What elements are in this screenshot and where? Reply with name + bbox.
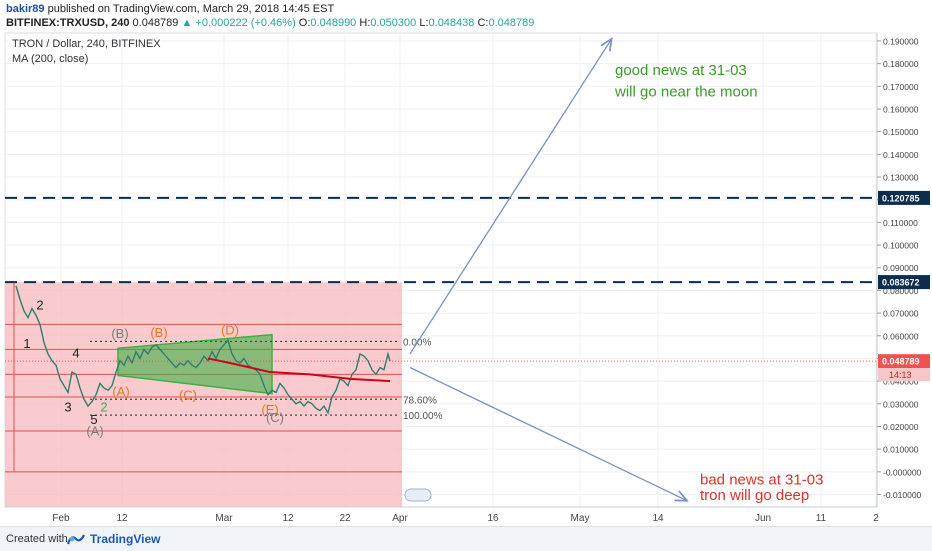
y-tick-label: 0.170000 [883, 82, 919, 92]
wave-label: (A) [112, 384, 129, 399]
y-tick-label: -0.000000 [883, 467, 922, 477]
wave-label: 2 [100, 400, 107, 415]
y-tick-label: 0.150000 [883, 127, 919, 137]
symbol-label: BITFINEX:TRXUSD, 240 [6, 17, 130, 29]
ma-series [207, 357, 391, 383]
y-tick-label: 0.020000 [883, 422, 919, 432]
annotation-text: tron will go deep [700, 487, 809, 504]
x-tick-label: Mar [215, 513, 233, 524]
price-series [15, 285, 391, 415]
low-value: 0.048438 [428, 17, 475, 29]
up-arrow [409, 40, 611, 355]
y-tick-label: 0.130000 [883, 173, 919, 183]
annotation-text: good news at 31-03 [615, 62, 747, 79]
wave-label: (C) [179, 387, 197, 402]
wave-label: (A) [86, 424, 103, 439]
wave-label: (C) [266, 410, 284, 425]
y-tick-label: 0.100000 [883, 241, 919, 251]
countdown-label: 14:13 [889, 370, 912, 380]
event-flag-icon [404, 488, 432, 502]
countdown-bg [878, 368, 930, 382]
y-tick-label: 0.160000 [883, 104, 919, 114]
author-link[interactable]: bakir89 [6, 3, 45, 15]
fib-label: 78.60% [403, 395, 437, 406]
x-tick-label: 11 [816, 513, 827, 524]
y-tick-label: 0.040000 [883, 377, 919, 387]
wave-label: 3 [64, 400, 71, 415]
x-tick-label: 22 [339, 513, 351, 524]
level-tag-bg [878, 275, 930, 290]
open-label: O: [298, 17, 311, 29]
created-with-text: Created with [6, 533, 68, 545]
wave-label: 5 [90, 412, 97, 427]
x-tick-label: Jun [755, 513, 771, 524]
annotation-text: bad news at 31-03 [700, 471, 823, 488]
price-change: ▲ +0.000222 (+0.46%) [181, 17, 296, 29]
price-chart[interactable]: 0.00%78.60%100.00% 123452(A)(B)(A)(B)(C)… [0, 0, 932, 526]
last-price: 0.048789 [132, 17, 179, 29]
fib-label: 100.00% [403, 411, 443, 422]
open-value: 0.048990 [310, 17, 357, 29]
low-label: L: [419, 17, 429, 29]
tradingview-brand-link[interactable]: TradingView [90, 532, 161, 546]
footer: Created with TradingView [0, 526, 932, 551]
chart-title: TRON / Dollar, 240, BITFINEX [12, 38, 161, 50]
publish-info: bakir89 published on TradingView.com, Ma… [6, 3, 334, 15]
y-tick-label: 0.010000 [883, 445, 919, 455]
x-tick-label: Apr [392, 513, 408, 524]
x-tick-label: 2 [873, 513, 879, 524]
close-label: C: [477, 17, 489, 29]
high-label: H: [359, 17, 371, 29]
wave-label: 4 [72, 345, 79, 360]
x-tick-label: Feb [52, 513, 70, 524]
level-tag-bg [878, 190, 930, 205]
wave-label: (E) [261, 402, 278, 417]
y-tick-label: 0.070000 [883, 309, 919, 319]
y-tick-label: 0.140000 [883, 150, 919, 160]
y-tick-label: 0.060000 [883, 331, 919, 341]
x-tick-label: 12 [282, 513, 294, 524]
x-tick-label: 16 [487, 513, 499, 524]
wave-label: 1 [23, 336, 30, 351]
wave-label: (D) [221, 323, 239, 338]
y-tick-label: 0.090000 [883, 263, 919, 273]
annotation-text: will go near the moon [614, 84, 758, 101]
level-tag: 0.120785 [882, 193, 920, 203]
current-price-tag-bg [878, 354, 930, 369]
y-tick-label: 0.030000 [883, 399, 919, 409]
close-value: 0.048789 [488, 17, 535, 29]
wave-label: (B) [111, 326, 128, 341]
y-tick-label: 0.110000 [883, 218, 918, 228]
y-tick-label: 0.080000 [883, 286, 919, 296]
down-arrow [409, 366, 686, 501]
wave-label: 2 [36, 298, 43, 313]
wave-label: (B) [150, 325, 167, 340]
high-value: 0.050300 [370, 17, 417, 29]
tradingview-logo-icon [66, 534, 85, 545]
current-price-tag: 0.048789 [882, 357, 920, 367]
ma-legend: MA (200, close) [12, 53, 88, 65]
x-tick-label: 12 [116, 513, 128, 524]
x-tick-label: 14 [652, 513, 664, 524]
x-tick-label: May [571, 513, 590, 524]
y-tick-label: 0.190000 [883, 36, 919, 46]
y-tick-label: -0.010000 [883, 490, 922, 500]
publish-text: published on TradingView.com, March 29, … [44, 3, 335, 15]
symbol-info: BITFINEX:TRXUSD, 240 0.048789 ▲ +0.00022… [6, 17, 534, 29]
red-zone [5, 282, 402, 507]
y-tick-label: 0.180000 [883, 59, 919, 69]
level-tag: 0.083672 [882, 278, 920, 288]
